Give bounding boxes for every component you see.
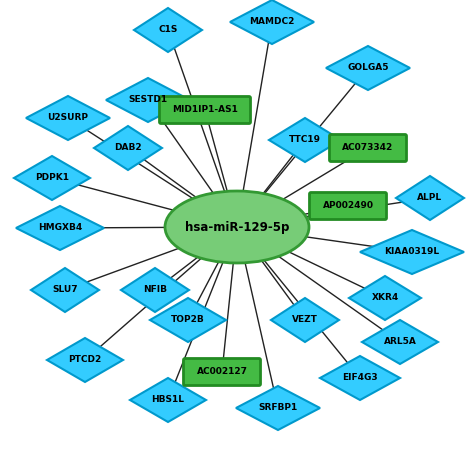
Text: DAB2: DAB2 (114, 143, 142, 153)
Text: HMGXB4: HMGXB4 (38, 223, 82, 232)
Text: KIAA0319L: KIAA0319L (384, 247, 439, 257)
Polygon shape (16, 206, 104, 250)
Text: C1S: C1S (158, 25, 178, 35)
FancyBboxPatch shape (183, 359, 261, 385)
Text: ALPL: ALPL (418, 193, 443, 202)
Text: HBS1L: HBS1L (152, 395, 184, 405)
Text: TTC19: TTC19 (289, 135, 321, 144)
Polygon shape (94, 126, 162, 170)
Polygon shape (326, 46, 410, 90)
Text: SLU7: SLU7 (52, 286, 78, 295)
Text: ARL5A: ARL5A (383, 337, 417, 346)
Polygon shape (362, 320, 438, 364)
Text: PDPK1: PDPK1 (35, 173, 69, 183)
Ellipse shape (165, 191, 309, 263)
Text: SESTD1: SESTD1 (128, 95, 168, 104)
Text: AP002490: AP002490 (322, 202, 374, 211)
Text: AC002127: AC002127 (197, 367, 247, 376)
Polygon shape (134, 8, 202, 52)
FancyBboxPatch shape (159, 97, 250, 123)
Text: SRFBP1: SRFBP1 (258, 404, 298, 413)
Polygon shape (360, 230, 464, 274)
FancyBboxPatch shape (310, 192, 386, 219)
Polygon shape (269, 118, 341, 162)
Polygon shape (130, 378, 206, 422)
Polygon shape (236, 386, 320, 430)
Text: PTCD2: PTCD2 (68, 355, 101, 365)
Polygon shape (31, 268, 99, 312)
Text: XKR4: XKR4 (371, 293, 399, 302)
Text: AC073342: AC073342 (342, 143, 393, 153)
Text: TOP2B: TOP2B (171, 316, 205, 325)
Polygon shape (47, 338, 123, 382)
Text: VEZT: VEZT (292, 316, 318, 325)
Polygon shape (271, 298, 339, 342)
Polygon shape (320, 356, 400, 400)
Polygon shape (349, 276, 421, 320)
Text: U2SURP: U2SURP (47, 114, 89, 123)
Text: EIF4G3: EIF4G3 (342, 374, 378, 383)
Polygon shape (230, 0, 314, 44)
Text: GOLGA5: GOLGA5 (347, 64, 389, 73)
Polygon shape (121, 268, 189, 312)
Polygon shape (106, 78, 190, 122)
Text: hsa-miR-129-5p: hsa-miR-129-5p (185, 221, 289, 233)
FancyBboxPatch shape (329, 134, 407, 162)
Text: MAMDC2: MAMDC2 (249, 18, 295, 26)
Polygon shape (14, 156, 90, 200)
Polygon shape (26, 96, 110, 140)
Text: NFIB: NFIB (143, 286, 167, 295)
Polygon shape (396, 176, 464, 220)
Polygon shape (150, 298, 226, 342)
Text: MID1IP1-AS1: MID1IP1-AS1 (172, 105, 238, 114)
